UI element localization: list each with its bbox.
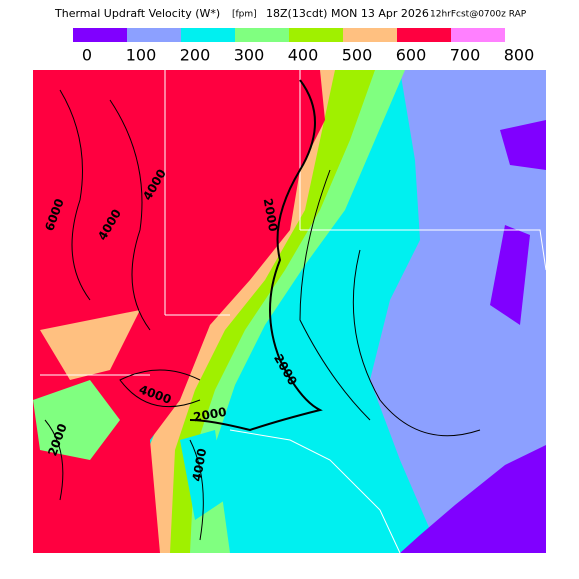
title: Thermal Updraft Velocity (W*): [54, 7, 220, 20]
contour-label: 4000: [190, 447, 210, 482]
legend-swatch: [289, 28, 343, 42]
legend-label: 500: [342, 46, 373, 65]
units: [fpm]: [232, 10, 257, 20]
legend-label: 300: [234, 46, 265, 65]
header: Thermal Updraft Velocity (W*) [fpm] 18Z(…: [54, 7, 527, 20]
region-300: [33, 380, 120, 460]
region-100: [370, 70, 546, 553]
legend-swatch: [235, 28, 289, 42]
forecast-info: 12hrFcst@0700z RAP: [430, 10, 527, 20]
legend-label: 0: [82, 46, 92, 65]
region-0: [490, 225, 530, 325]
state-borders: [40, 70, 547, 554]
region-500: [40, 310, 140, 380]
contour-line: [44, 89, 481, 541]
valid-time: 18Z(13cdt) MON 13 Apr 2026: [266, 7, 429, 20]
region-0: [400, 445, 546, 553]
legend-swatch: [397, 28, 451, 42]
legend-label: 200: [180, 46, 211, 65]
legend-swatch: [343, 28, 397, 42]
region-400: [140, 70, 375, 553]
legend-swatch: [127, 28, 181, 42]
legend-label: 400: [288, 46, 319, 65]
region-0: [500, 120, 546, 170]
legend-label: 100: [126, 46, 157, 65]
contour-label: 2000: [192, 405, 227, 425]
legend-label: 700: [450, 46, 481, 65]
legend-swatch: [181, 28, 235, 42]
legend-label: 800: [504, 46, 535, 65]
contour-label: 2000: [261, 197, 281, 232]
contour-line: [189, 79, 323, 432]
legend-swatch: [73, 28, 127, 42]
legend-swatch: [451, 28, 505, 42]
color-legend: 0 100 200 300 400 500 600 700 800: [73, 28, 534, 65]
legend-label: 600: [396, 46, 427, 65]
region-300: [140, 70, 405, 553]
region-200: [180, 430, 225, 520]
